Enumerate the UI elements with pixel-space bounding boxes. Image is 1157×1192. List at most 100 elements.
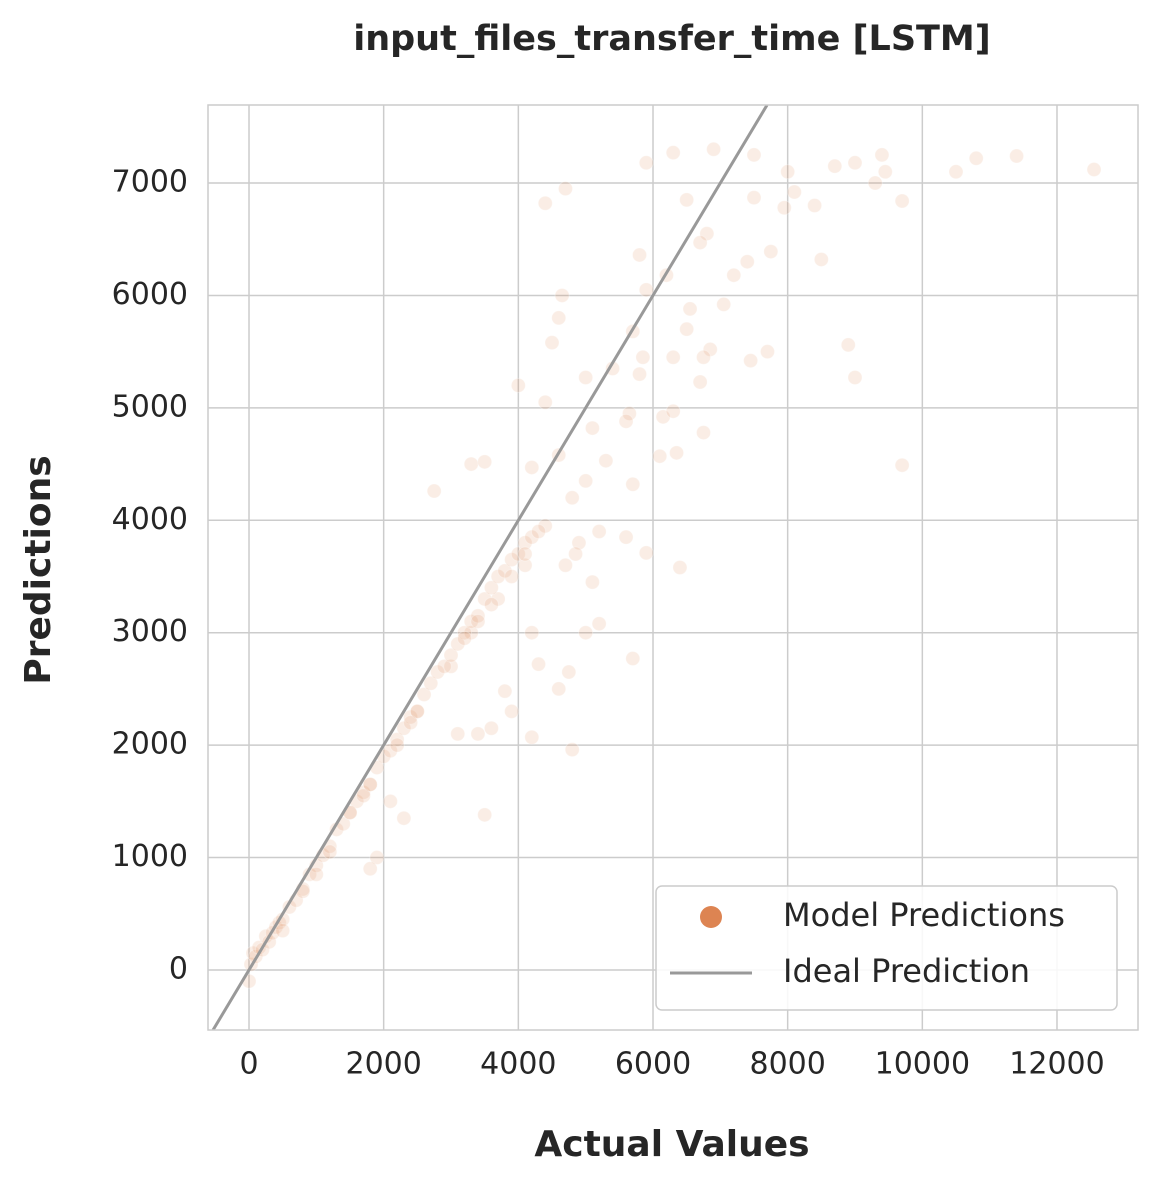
- x-tick-label: 12000: [1009, 1047, 1104, 1082]
- data-point: [621, 405, 637, 421]
- data-point: [746, 147, 762, 163]
- data-point: [389, 732, 405, 748]
- legend: Model Predictions Ideal Prediction: [655, 885, 1118, 1011]
- data-point: [524, 625, 540, 641]
- y-tick-label: 6000: [112, 277, 188, 312]
- data-point: [504, 552, 520, 568]
- data-point: [632, 247, 648, 263]
- data-point: [443, 658, 459, 674]
- data-point: [396, 810, 412, 826]
- data-point: [561, 664, 577, 680]
- data-point: [490, 568, 506, 584]
- data-point: [638, 282, 654, 298]
- ideal-line: [211, 105, 769, 1030]
- data-point: [470, 608, 486, 624]
- data-point: [702, 341, 718, 357]
- data-point: [699, 226, 715, 242]
- data-point: [362, 861, 378, 877]
- y-tick-label: 2000: [112, 727, 188, 762]
- data-point: [665, 145, 681, 161]
- data-point: [430, 664, 446, 680]
- legend-marker: [700, 906, 722, 928]
- x-tick-label: 6000: [615, 1047, 691, 1082]
- data-point: [584, 574, 600, 590]
- data-point: [524, 729, 540, 745]
- data-point: [308, 866, 324, 882]
- data-point: [450, 726, 466, 742]
- data-point: [456, 630, 472, 646]
- data-point: [275, 923, 291, 939]
- x-tick-label: 4000: [480, 1047, 556, 1082]
- data-point: [638, 545, 654, 561]
- data-point: [763, 244, 779, 260]
- data-point: [632, 366, 648, 382]
- data-point: [537, 394, 553, 410]
- data-point: [746, 190, 762, 206]
- y-tick-label: 7000: [112, 165, 188, 200]
- data-point: [409, 703, 425, 719]
- data-point: [483, 580, 499, 596]
- data-point: [618, 529, 634, 545]
- y-tick-label: 1000: [112, 839, 188, 874]
- data-point: [531, 524, 547, 540]
- data-point: [591, 524, 607, 540]
- data-point: [517, 535, 533, 551]
- data-point: [696, 425, 712, 441]
- data-point: [490, 591, 506, 607]
- x-tick-label: 10000: [875, 1047, 970, 1082]
- data-point: [517, 546, 533, 562]
- y-axis-label: Predictions: [18, 455, 59, 684]
- data-point: [524, 459, 540, 475]
- data-point: [968, 150, 984, 166]
- data-point: [780, 164, 796, 180]
- data-point: [665, 349, 681, 365]
- data-point: [726, 267, 742, 283]
- data-point: [1009, 148, 1025, 164]
- data-point: [389, 737, 405, 753]
- data-point: [463, 613, 479, 629]
- data-point: [463, 625, 479, 641]
- data-point: [504, 703, 520, 719]
- data-point: [692, 374, 708, 390]
- data-point: [403, 715, 419, 731]
- data-point: [692, 235, 708, 251]
- data-point: [669, 445, 685, 461]
- data-point: [362, 776, 378, 792]
- data-point: [638, 155, 654, 171]
- legend-label: Model Predictions: [783, 896, 1065, 934]
- data-point: [894, 193, 910, 209]
- data-point: [517, 557, 533, 573]
- data-point: [362, 776, 378, 792]
- data-point: [877, 164, 893, 180]
- data-point: [682, 301, 698, 317]
- x-tick-label: 2000: [345, 1047, 421, 1082]
- data-point: [477, 454, 493, 470]
- data-point: [874, 147, 890, 163]
- data-point: [557, 181, 573, 197]
- data-point: [416, 687, 432, 703]
- data-point: [743, 353, 759, 369]
- data-point: [423, 675, 439, 691]
- data-point: [847, 370, 863, 386]
- plot-area: [211, 105, 1102, 1030]
- data-point: [483, 720, 499, 736]
- data-point: [497, 683, 513, 699]
- data-point: [436, 658, 452, 674]
- data-point: [672, 560, 688, 575]
- data-point: [840, 337, 856, 353]
- data-point: [557, 557, 573, 573]
- data-point: [625, 476, 641, 492]
- data-point: [847, 155, 863, 171]
- data-point: [477, 807, 493, 823]
- data-point: [537, 195, 553, 211]
- data-point: [531, 656, 547, 672]
- data-point: [477, 591, 493, 607]
- data-point: [591, 616, 607, 632]
- data-point: [578, 473, 594, 489]
- data-point: [706, 141, 722, 157]
- data-point: [554, 287, 570, 303]
- data-point: [483, 597, 499, 613]
- data-point: [1086, 162, 1102, 178]
- legend-box: [655, 885, 1118, 1011]
- data-point: [867, 175, 883, 191]
